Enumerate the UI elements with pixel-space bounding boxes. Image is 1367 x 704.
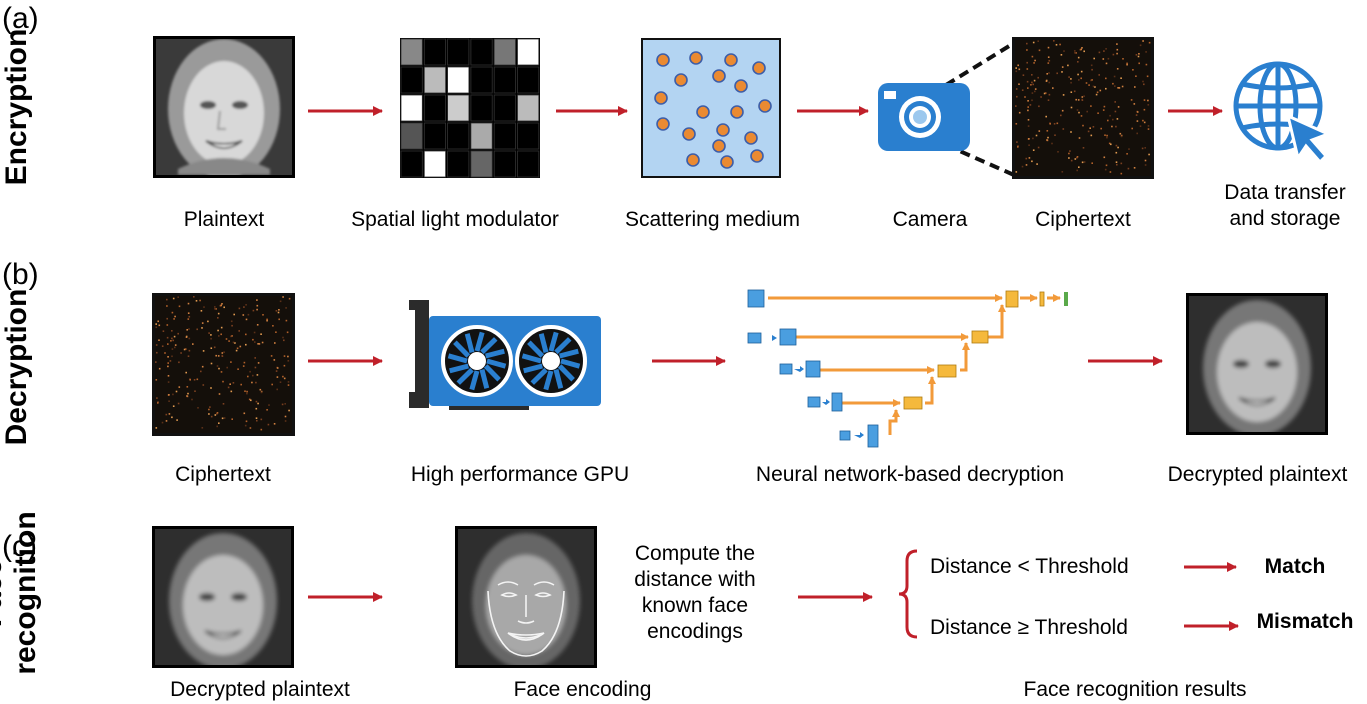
recognition-decrypted-label: Decrypted plaintext bbox=[170, 678, 350, 701]
scattering-label: Scattering medium bbox=[624, 208, 801, 231]
compute-line: Compute the bbox=[634, 542, 756, 565]
decrypted-label: Decrypted plaintext bbox=[1167, 463, 1348, 486]
cursor-icon bbox=[1285, 113, 1332, 165]
plaintext-face-image bbox=[153, 36, 295, 178]
recognition-decrypted-face-image bbox=[152, 526, 294, 668]
panel-b-letter: (b) bbox=[2, 258, 39, 291]
transfer-label: Data transfer and storage bbox=[1200, 180, 1367, 232]
rule-match: Distance < Threshold bbox=[930, 555, 1129, 578]
network-label: Neural network-based decryption bbox=[755, 463, 1065, 486]
neural-network-icon bbox=[740, 285, 1080, 450]
panel-c-letter: (c) bbox=[2, 530, 37, 563]
spatial-light-modulator-image bbox=[400, 38, 540, 178]
camera-icon bbox=[870, 35, 1020, 180]
camera-label: Camera bbox=[892, 208, 968, 231]
ciphertext-image bbox=[1012, 37, 1154, 179]
ciphertext-label: Ciphertext bbox=[1035, 208, 1131, 231]
result-mismatch: Mismatch bbox=[1256, 610, 1354, 633]
results-label: Face recognition results bbox=[1023, 678, 1247, 701]
plaintext-label: Plaintext bbox=[183, 208, 265, 231]
decryption-ciphertext-image bbox=[152, 293, 295, 436]
face-encoding-label: Face encoding bbox=[513, 678, 652, 701]
transfer-label-line1: Data transfer bbox=[1224, 181, 1346, 204]
face-encoding-image bbox=[455, 526, 597, 668]
scattering-medium-image bbox=[641, 38, 781, 178]
globe-icon bbox=[1228, 58, 1338, 168]
compute-line: encodings bbox=[647, 620, 743, 643]
transfer-label-line2: and storage bbox=[1229, 207, 1341, 230]
compute-text: Compute the distance with known face enc… bbox=[610, 541, 780, 645]
panel-a-letter: (a) bbox=[2, 2, 39, 35]
result-match: Match bbox=[1264, 555, 1326, 578]
decryption-ciphertext-label: Ciphertext bbox=[175, 463, 271, 486]
decrypted-face-image bbox=[1186, 293, 1328, 435]
gpu-label: High performance GPU bbox=[410, 463, 630, 486]
rule-mismatch: Distance ≥ Threshold bbox=[930, 616, 1128, 639]
slm-label: Spatial light modulator bbox=[351, 208, 559, 231]
decision-brace bbox=[898, 549, 918, 639]
gpu-icon bbox=[405, 296, 605, 418]
compute-line: distance with bbox=[634, 568, 756, 591]
compute-line: known face bbox=[641, 594, 749, 617]
